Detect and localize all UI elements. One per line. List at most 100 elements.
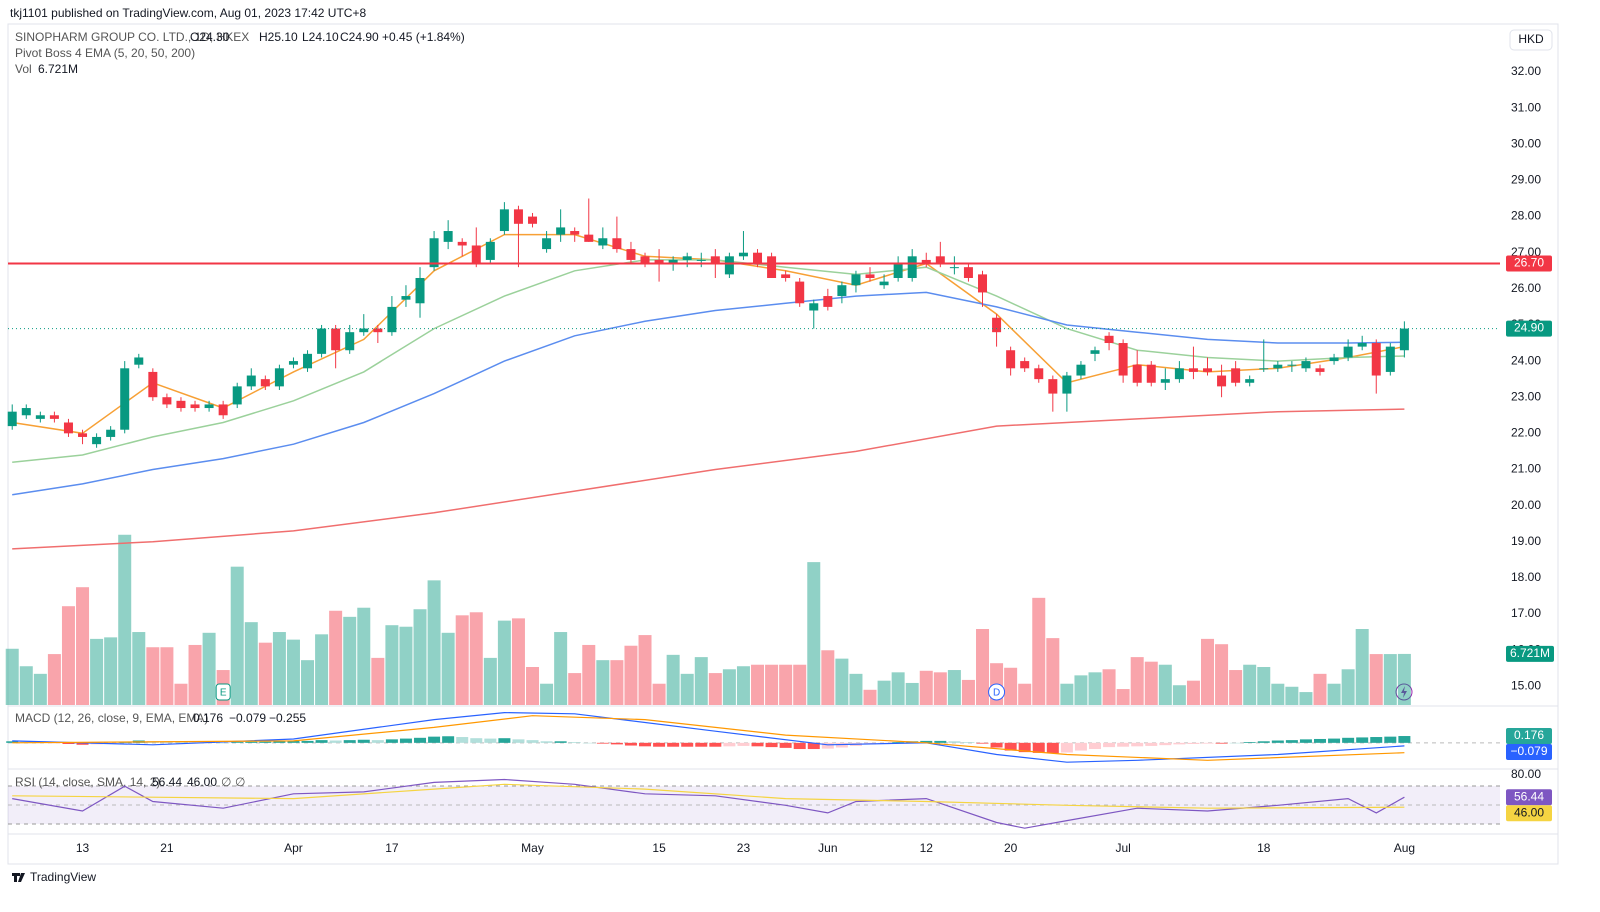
candle-body (246, 375, 256, 387)
volume-bar (1102, 669, 1116, 705)
macd-histogram-bar (948, 741, 961, 743)
value-box-label: 56.44 (1514, 789, 1544, 803)
x-tick-label: 17 (385, 841, 399, 855)
candle-body (274, 368, 284, 387)
macd-histogram-bar (287, 740, 300, 743)
candle-body (696, 259, 706, 261)
candle-body (738, 252, 748, 257)
macd-line (12, 715, 1405, 761)
candle-body (809, 303, 819, 311)
y-tick-label: 21.00 (1511, 462, 1541, 476)
volume-bar (961, 679, 975, 705)
volume-bar (1327, 683, 1341, 705)
volume-bar (680, 673, 694, 705)
last-price-label: 24.90 (1514, 321, 1544, 335)
macd-histogram-bar (1215, 742, 1228, 744)
candle-body (753, 252, 763, 264)
candle-body (401, 296, 411, 300)
macd-histogram-bar (765, 742, 778, 748)
frame (7, 23, 1559, 865)
ohlc-high: H25.10 (259, 30, 298, 44)
volume-bar (357, 607, 371, 705)
macd-histogram-bar (920, 740, 933, 743)
volume-bar (188, 644, 202, 705)
volume-bar (1369, 654, 1383, 705)
candle-body (626, 249, 636, 260)
macd-histogram-bar (442, 736, 455, 743)
currency-button[interactable] (1509, 29, 1553, 51)
volume-bar (343, 616, 357, 705)
volume-bar (104, 637, 118, 705)
volume-bar (849, 673, 863, 705)
macd-histogram-bar (62, 742, 75, 744)
macd-histogram-bar (512, 739, 525, 743)
rsi-title: RSI (14, close, SMA, 14, 2) (15, 775, 160, 789)
volume-bar (821, 650, 835, 705)
candle-body (1048, 379, 1058, 394)
volume-bar (1116, 689, 1130, 705)
volume-bar (708, 673, 722, 705)
candle-body (457, 241, 467, 246)
volume-bar (582, 644, 596, 705)
value-box (1506, 789, 1552, 806)
candle-body (654, 259, 664, 264)
x-tick-label: 18 (1257, 841, 1271, 855)
candle-body (978, 274, 988, 293)
earnings-marker (215, 683, 231, 701)
y-tick-label: 24.00 (1511, 353, 1541, 367)
volume-bar (610, 660, 624, 705)
logo (12, 873, 25, 882)
candle-body (331, 328, 341, 351)
y-tick-label: 15.00 (1511, 678, 1541, 692)
value-box-label: 0.176 (1514, 728, 1544, 742)
macd-histogram-bar (273, 741, 286, 743)
candle-body (879, 281, 889, 286)
volume-bar (61, 606, 75, 705)
macd-line-value: −0.079 (229, 711, 266, 725)
volume-bar (1018, 683, 1032, 705)
volume-bar (1144, 661, 1158, 705)
currency[interactable]: HKD (1518, 32, 1544, 46)
volume-bar (1088, 672, 1102, 705)
candle-body (992, 317, 1002, 333)
macd-histogram-bar (1145, 742, 1158, 746)
candle-body (1273, 364, 1283, 369)
candle-body (148, 371, 158, 398)
candle-body (935, 256, 945, 264)
x-tick-label: Jun (818, 841, 837, 855)
y-tick-label: 22.00 (1511, 426, 1541, 440)
candle-body (345, 332, 355, 351)
volume-bar (469, 612, 483, 705)
candle-body (1160, 379, 1170, 383)
candle-body (21, 408, 31, 416)
macd-histogram-bar (962, 742, 975, 743)
symbol: SINOPHARM GROUP CO. LTD., 1D, HKEX (15, 30, 249, 44)
macd-histogram-bar (681, 742, 694, 747)
macd-histogram-bar (76, 742, 89, 745)
candle-body (1329, 357, 1339, 362)
macd-histogram-bar (1257, 741, 1270, 743)
macd-histogram-bar (1103, 742, 1116, 748)
volume-bar (1313, 673, 1327, 705)
candle-body (1343, 346, 1353, 358)
macd-histogram-bar (1187, 742, 1200, 744)
macd-histogram-bar (329, 740, 342, 743)
rsi-value: 56.44 (152, 775, 182, 789)
macd-histogram-bar (1398, 736, 1411, 743)
volume-bar (90, 638, 104, 705)
volume-bar (919, 670, 933, 705)
volume-bar (877, 680, 891, 705)
volume-bar (202, 632, 216, 705)
candle-body (767, 256, 777, 278)
candle-body (415, 277, 425, 304)
volume-bar (751, 664, 765, 705)
rsi-line (12, 783, 1405, 809)
candle-body (949, 267, 959, 269)
candle-body (288, 361, 298, 365)
volume-bar (736, 666, 750, 705)
lightning (1401, 686, 1407, 698)
candle-body (1385, 346, 1395, 372)
macd-signal-value: −0.255 (269, 711, 306, 725)
candle-body (1006, 350, 1016, 369)
